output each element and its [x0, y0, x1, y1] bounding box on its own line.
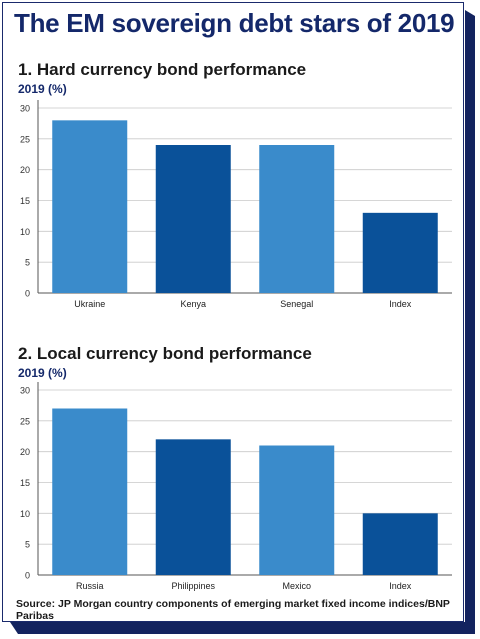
chart2-title: 2. Local currency bond performance — [18, 344, 312, 363]
chart2-bar — [155, 439, 231, 575]
source-note: Source: JP Morgan country components of … — [16, 598, 450, 622]
chart2-ytick-label: 20 — [20, 447, 30, 457]
chart2-ytick-label: 0 — [25, 571, 30, 581]
chart1-ytick-label: 0 — [25, 289, 30, 299]
chart2-category-label: Philippines — [171, 581, 215, 591]
chart1-ytick-label: 15 — [20, 196, 30, 206]
chart1-unit: 2019 (%) — [18, 82, 67, 96]
panel-shadow-bottom — [10, 622, 475, 634]
chart1-category-label: Ukraine — [74, 299, 105, 309]
chart1-bar — [362, 212, 438, 293]
chart2-category-label: Index — [389, 581, 412, 591]
chart2-ytick-label: 30 — [20, 386, 30, 396]
chart2-bar — [259, 445, 335, 575]
panel-shadow-right — [465, 10, 475, 632]
chart1-bar — [52, 120, 128, 293]
chart2-local-currency: 0 5 10 15 20 25 30 Russia Philippines Mexico Index — [20, 382, 452, 591]
chart2-ytick-label: 25 — [20, 416, 30, 426]
chart1-bar — [259, 145, 335, 293]
chart1-category-label: Kenya — [180, 299, 206, 309]
chart1-ytick-label: 5 — [25, 258, 30, 268]
infographic-title: The EM sovereign debt stars of 2019 — [14, 8, 455, 38]
chart1-bar — [155, 145, 231, 293]
chart1-ytick-label: 10 — [20, 227, 30, 237]
chart1-title: 1. Hard currency bond performance — [18, 60, 307, 79]
chart2-category-label: Russia — [76, 581, 104, 591]
chart2-unit: 2019 (%) — [18, 366, 67, 380]
chart2-ytick-label: 15 — [20, 478, 30, 488]
chart2-bar — [52, 408, 128, 575]
chart2-bar — [362, 513, 438, 575]
chart2-ytick-label: 5 — [25, 540, 30, 550]
chart1-ytick-label: 25 — [20, 134, 30, 144]
chart1-ytick-label: 30 — [20, 104, 30, 114]
chart1-category-label: Index — [389, 299, 412, 309]
chart1-category-label: Senegal — [280, 299, 313, 309]
chart2-category-label: Mexico — [282, 581, 311, 591]
chart1-ytick-label: 20 — [20, 165, 30, 175]
chart1-hard-currency: 0 5 10 15 20 25 30 Ukraine Kenya Senegal Index — [20, 100, 452, 309]
chart2-ytick-label: 10 — [20, 509, 30, 519]
